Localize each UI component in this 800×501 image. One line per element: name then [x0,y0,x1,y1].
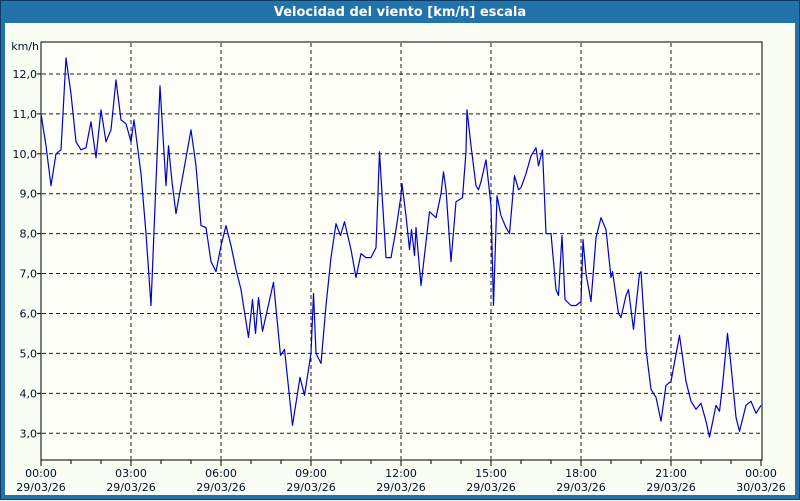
x-tick-time-label: 00:00 [745,467,777,480]
chart-content-area: 12,0 11,0 10,0 9,0 8,0 7,0 6,0 5,0 4,0 3,0 00:00 29… [5,23,795,495]
y-tick-label: 9,0 [20,188,38,201]
x-tick-date-label: 29/03/26 [106,481,155,494]
chart-title: Velocidad del viento [km/h] escala [273,4,527,20]
x-tick-date-label: 29/03/26 [466,481,515,494]
x-tick-date-label: 30/03/26 [736,481,785,494]
x-tick-time-label: 15:00 [475,467,507,480]
x-tick-date-label: 29/03/26 [646,481,695,494]
wind-speed-line [40,57,762,438]
y-tick-label: 6,0 [20,307,38,320]
y-tick-label: 7,0 [20,268,38,281]
plot-area [40,41,763,461]
y-tick-label: 5,0 [20,347,38,360]
wind-speed-chart: 12,011,010,09,08,07,06,05,04,03,000:0029… [11,40,785,494]
x-tick-time-label: 06:00 [205,467,237,480]
y-axis-unit-label: km/h [11,40,39,53]
y-tick-label: 12,0 [13,68,38,81]
y-tick-label: 8,0 [20,228,38,241]
x-tick-time-label: 03:00 [115,467,147,480]
x-tick-date-label: 29/03/26 [16,481,65,494]
y-tick-label: 11,0 [13,108,38,121]
x-tick-time-label: 09:00 [295,467,327,480]
y-tick-label: 10,0 [13,148,38,161]
x-tick-date-label: 29/03/26 [376,481,425,494]
x-tick-time-label: 21:00 [655,467,687,480]
x-tick-time-label: 00:00 [25,467,57,480]
y-tick-label: 4,0 [20,387,38,400]
x-tick-date-label: 29/03/26 [196,481,245,494]
title-bar: Velocidad del viento [km/h] escala [1,1,799,23]
x-tick-time-label: 12:00 [385,467,417,480]
x-tick-date-label: 29/03/26 [286,481,335,494]
x-tick-time-label: 18:00 [565,467,597,480]
x-tick-date-label: 29/03/26 [556,481,605,494]
y-tick-label: 3,0 [20,427,38,440]
